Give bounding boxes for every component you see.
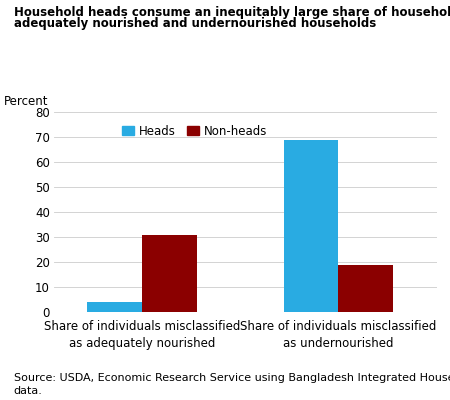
Text: Source: USDA, Economic Research Service using Bangladesh Integrated Household Su: Source: USDA, Economic Research Service … bbox=[14, 373, 450, 396]
Bar bbox=[338, 264, 393, 312]
Text: adequately nourished and undernourished households: adequately nourished and undernourished … bbox=[14, 17, 376, 30]
Text: Household heads consume an inequitably large share of household calories in both: Household heads consume an inequitably l… bbox=[14, 6, 450, 19]
Bar bbox=[142, 234, 197, 312]
Text: Percent: Percent bbox=[4, 95, 49, 108]
Bar bbox=[87, 302, 142, 312]
Bar bbox=[284, 140, 338, 312]
Legend: Heads, Non-heads: Heads, Non-heads bbox=[117, 120, 272, 142]
